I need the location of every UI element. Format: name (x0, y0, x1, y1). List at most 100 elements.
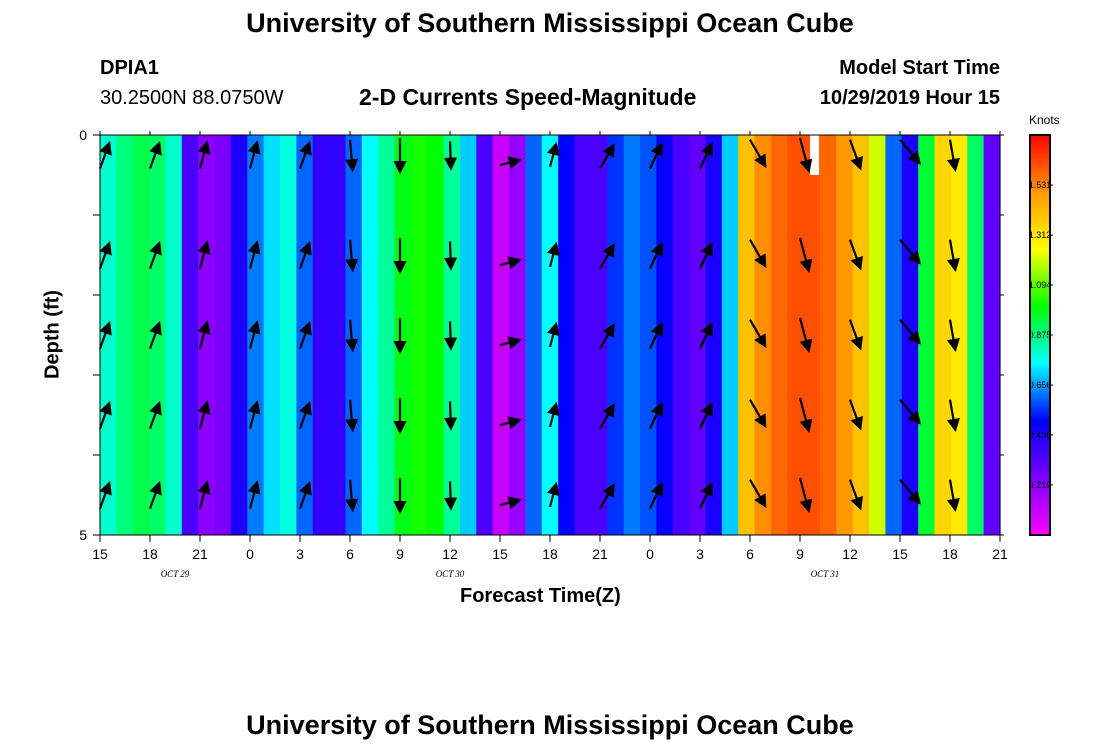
x-tick-label: 9 (796, 546, 804, 562)
current-vector (848, 139, 863, 171)
current-vector (247, 400, 261, 429)
current-vector (599, 483, 615, 510)
current-vector (699, 481, 713, 510)
x-tick-label: 21 (592, 546, 608, 562)
current-vector (798, 477, 813, 513)
heatmap-cell (263, 135, 281, 535)
current-vector (649, 321, 663, 350)
station-coords: 30.2500N 88.0750W (100, 87, 284, 109)
current-vector (345, 399, 359, 433)
heatmap-cell (165, 135, 183, 535)
heatmap-cell (950, 135, 968, 535)
date-label: OCT 30 (436, 569, 465, 579)
current-vector (443, 321, 458, 351)
current-vector (197, 400, 211, 429)
current-vector (499, 256, 522, 270)
x-tick-label: 18 (942, 546, 958, 562)
heatmap-cell (934, 135, 952, 535)
current-vector (749, 139, 767, 169)
current-vector (946, 239, 960, 273)
current-vector (946, 399, 960, 433)
heatmap-cell (787, 135, 805, 535)
heatmap-cell (443, 135, 461, 535)
heatmap-cells (100, 135, 1001, 535)
current-vector (98, 140, 112, 169)
heatmap-cell (345, 135, 363, 535)
current-vector (197, 320, 211, 349)
heatmap-cell (672, 135, 690, 535)
current-vector (946, 479, 960, 513)
current-vector (98, 320, 112, 349)
heatmap-cell (803, 135, 821, 535)
current-vector (98, 480, 112, 509)
current-vector (899, 238, 922, 265)
x-tick-label: 21 (992, 546, 1008, 562)
current-vector (798, 137, 813, 173)
date-label: OCT 29 (161, 569, 190, 579)
current-vector (699, 241, 713, 270)
model-start-label: Model Start Time (839, 57, 1000, 79)
heatmap-cell (329, 135, 347, 535)
current-vector (946, 319, 960, 353)
current-vector (749, 479, 767, 509)
heatmap-cell (230, 135, 248, 535)
current-vector (197, 240, 211, 269)
x-tick-label: 6 (346, 546, 354, 562)
heatmap-cell (689, 135, 707, 535)
x-tick-label: 9 (396, 546, 404, 562)
current-vector (899, 478, 922, 505)
heatmap-cell (656, 135, 674, 535)
current-vector (197, 480, 211, 509)
current-vector (247, 240, 261, 269)
current-vector (148, 240, 162, 269)
heatmap-cell (181, 135, 199, 535)
current-vector (798, 237, 813, 273)
heatmap-cell (427, 135, 445, 535)
colorbar-tick-label: 1.531 (1029, 180, 1052, 190)
heatmap-cell (852, 135, 870, 535)
current-vector (798, 397, 813, 433)
current-vector (599, 143, 615, 170)
current-vector (247, 480, 261, 509)
current-vector (946, 139, 960, 173)
heatmap-cell (983, 135, 1001, 535)
current-vector (749, 319, 767, 349)
current-vector (499, 416, 522, 430)
heatmap-cell (967, 135, 985, 535)
current-vector (899, 398, 922, 425)
current-vector (148, 400, 162, 429)
heatmap-cell (721, 135, 739, 535)
heatmap-cell (869, 135, 887, 535)
current-vector (443, 241, 458, 271)
heatmap-cell (476, 135, 494, 535)
heatmap-cell (607, 135, 625, 535)
current-vector (649, 141, 663, 170)
heatmap-cell (901, 135, 919, 535)
page-title: University of Southern Mississippi Ocean… (246, 8, 854, 38)
colorbar-tick-label: 1.312 (1029, 230, 1052, 240)
heatmap-cell (394, 135, 412, 535)
heatmap-cell (836, 135, 854, 535)
heatmap-cell (460, 135, 477, 535)
current-vector (546, 401, 560, 428)
x-tick-label: 15 (892, 546, 908, 562)
x-tick-label: 18 (542, 546, 558, 562)
heatmap-cell (214, 135, 232, 535)
footer-title: University of Southern Mississippi Ocean… (246, 710, 854, 740)
heatmap-cell (770, 135, 788, 535)
x-tick-label: 15 (92, 546, 108, 562)
heatmap-cell (541, 135, 559, 535)
current-vector (649, 481, 663, 510)
current-vector (848, 239, 863, 271)
heatmap-cell (410, 135, 428, 535)
current-vector (599, 323, 615, 350)
current-vector (345, 319, 359, 353)
heatmap-cell (198, 135, 216, 535)
current-vector (247, 140, 261, 169)
colorbar-tick-label: 0.219 (1029, 480, 1052, 490)
x-tick-label: 3 (296, 546, 304, 562)
station-id: DPIA1 (100, 57, 159, 79)
current-vector (899, 138, 922, 165)
heatmap-cell (590, 135, 608, 535)
